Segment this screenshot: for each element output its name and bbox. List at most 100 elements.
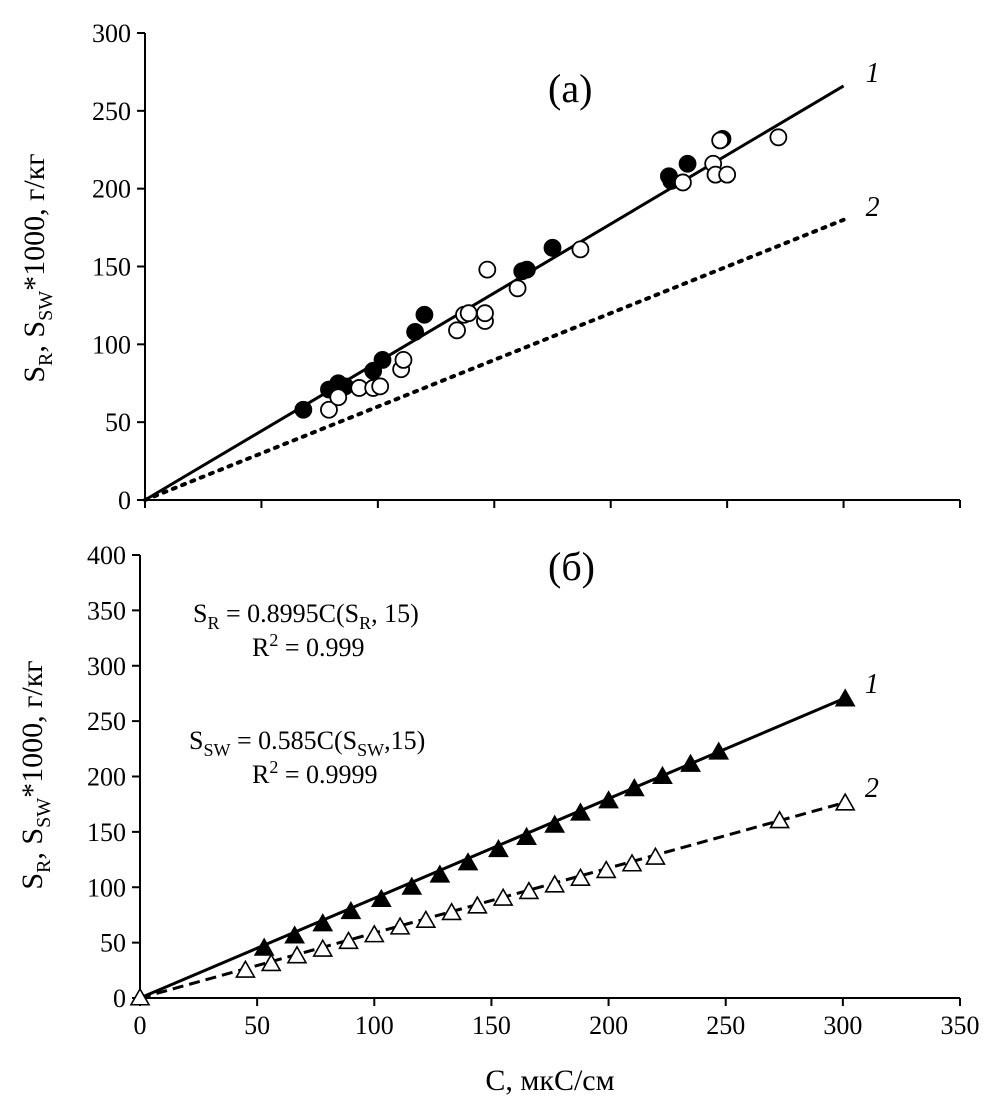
fit-lines-b xyxy=(139,697,844,1000)
y-tick-label: 350 xyxy=(87,596,126,625)
data-point-open-circle xyxy=(459,304,478,323)
data-point-triangle xyxy=(260,953,282,972)
data-point-open-circle xyxy=(371,377,390,396)
data-point-triangle xyxy=(492,887,514,906)
data-point-triangle xyxy=(544,874,566,893)
data-point-triangle xyxy=(389,916,411,935)
data-point-triangle xyxy=(516,826,537,845)
data-point-triangle xyxy=(441,902,462,921)
data-point-open-circle xyxy=(718,165,737,184)
x-tick-label: 100 xyxy=(355,1011,394,1040)
y-tick-label: 250 xyxy=(92,97,131,126)
data-point-triangle xyxy=(129,987,151,1006)
series-line-1 xyxy=(144,84,845,502)
y-tick-label: 0 xyxy=(113,984,126,1013)
data-point-open-circle xyxy=(320,400,338,419)
data-point-filled-circle xyxy=(415,305,434,324)
data-point-triangle xyxy=(488,838,509,858)
data-point-triangle xyxy=(312,938,334,957)
data-point-filled-circle xyxy=(678,154,697,173)
data-points-a xyxy=(294,128,788,419)
y-tick-label: 0 xyxy=(118,486,131,515)
curve-label-b-1: 1 xyxy=(865,669,879,700)
data-point-triangle xyxy=(621,853,643,872)
y-tick-label: 100 xyxy=(92,330,131,359)
data-point-open-circle xyxy=(769,128,788,147)
data-point-triangle xyxy=(645,846,666,865)
data-point-triangle xyxy=(652,765,673,785)
x-tick-label: 150 xyxy=(472,1011,511,1040)
ticks-a: 0 50 100 150 200 250 300 xyxy=(92,19,961,515)
data-point-triangle xyxy=(235,959,256,978)
y-tick-label: 50 xyxy=(100,929,126,958)
data-point-triangle xyxy=(518,881,540,900)
data-point-open-circle xyxy=(508,279,527,298)
data-point-triangle xyxy=(363,924,385,943)
x-tick-label: 200 xyxy=(589,1011,628,1040)
r-squared-2: R2 = 0.9999 xyxy=(252,757,378,789)
data-point-open-circle xyxy=(674,173,692,192)
fit-lines-a xyxy=(143,84,846,502)
panel-b: 0 50 100 150 200 250 300 350 400 0 50 100 150 200 250 3… xyxy=(16,541,980,1097)
y-axis-title-b: SR, SSW*1000, г/кг xyxy=(16,660,55,889)
data-point-triangle xyxy=(253,937,275,956)
y-tick-label: 100 xyxy=(87,873,126,902)
y-tick-label: 150 xyxy=(92,253,131,282)
data-point-triangle xyxy=(338,930,359,950)
data-point-triangle xyxy=(570,802,591,821)
series-line-1 xyxy=(139,697,844,1000)
data-point-triangle xyxy=(370,888,392,907)
data-point-triangle xyxy=(340,901,362,920)
curve-label-a-1: 1 xyxy=(866,58,880,89)
data-point-triangle xyxy=(284,925,306,944)
x-tick-label: 0 xyxy=(134,1011,147,1040)
x-tick-label: 350 xyxy=(941,1011,980,1040)
data-point-open-circle xyxy=(448,321,466,340)
y-axis-title-a: SR, SSW*1000, г/кг xyxy=(18,153,57,382)
x-axis-title: C, мкС/см xyxy=(485,1064,614,1097)
y-tick-label: 400 xyxy=(87,541,126,570)
data-point-triangle xyxy=(708,741,730,760)
data-point-filled-circle xyxy=(373,350,392,369)
x-tick-label: 300 xyxy=(823,1011,862,1040)
data-point-triangle xyxy=(680,753,701,772)
y-tick-label: 200 xyxy=(92,175,131,204)
data-point-triangle xyxy=(457,852,479,871)
data-point-triangle xyxy=(834,792,856,811)
series-line-2 xyxy=(139,801,844,1000)
panel-label-a: (a) xyxy=(548,66,592,111)
y-tick-label: 150 xyxy=(87,818,126,847)
data-point-triangle xyxy=(570,867,591,886)
data-point-triangle xyxy=(544,814,566,833)
y-tick-label: 200 xyxy=(87,763,126,792)
data-point-triangle xyxy=(312,913,334,932)
curve-label-b-2: 2 xyxy=(865,773,879,804)
data-point-triangle xyxy=(595,860,617,879)
data-point-open-circle xyxy=(571,240,590,259)
data-point-filled-circle xyxy=(543,238,562,257)
series-line-2 xyxy=(143,217,846,502)
equation-1: SR = 0.8995C(SR, 15) xyxy=(193,599,419,633)
r-squared-1: R2 = 0.999 xyxy=(252,630,365,662)
x-tick-label: 250 xyxy=(706,1011,745,1040)
y-tick-label: 50 xyxy=(105,408,131,437)
curve-label-a-2: 2 xyxy=(866,192,880,223)
equation-2: SSW = 0.585C(SSW,15) xyxy=(189,726,425,760)
ticks-b: 0 50 100 150 200 250 300 350 400 0 50 100 150 200 250 3… xyxy=(87,541,980,1040)
data-point-filled-circle xyxy=(406,322,425,341)
data-point-open-circle xyxy=(711,131,730,150)
data-point-triangle xyxy=(401,876,423,895)
data-points-b xyxy=(129,688,856,1006)
data-point-filled-circle xyxy=(517,260,536,279)
y-tick-label: 300 xyxy=(87,652,126,681)
data-point-triangle xyxy=(286,945,308,964)
y-tick-label: 250 xyxy=(87,707,126,736)
data-point-triangle xyxy=(415,909,437,929)
x-tick-label: 50 xyxy=(244,1011,270,1040)
data-point-triangle xyxy=(623,778,645,797)
data-point-open-circle xyxy=(478,260,497,279)
data-point-triangle xyxy=(598,790,619,809)
panel-a: 0 50 100 150 200 250 300 (a) 1 2 SR, SSW*1000,… xyxy=(18,19,961,515)
data-point-triangle xyxy=(429,864,451,883)
